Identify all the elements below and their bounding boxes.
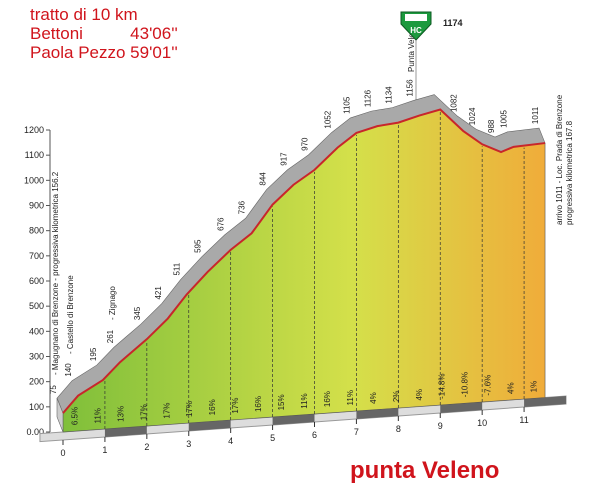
elevation-label: 1052 [324, 110, 333, 128]
elevation-label: 1134 [384, 86, 393, 104]
gradient-label: 17% [139, 404, 148, 420]
gradient-label: 13% [116, 406, 125, 422]
annotation: arrivo 1011 - Loc. Prada di Brenzone [555, 94, 564, 225]
gradient-label: 4% [369, 392, 378, 404]
gradient-label: 16% [208, 399, 217, 415]
elevation-label: 595 [194, 239, 203, 253]
gradient-label: 4% [507, 382, 516, 394]
base-stripe [188, 420, 231, 431]
summit-altitude: 1174 [443, 18, 463, 28]
elevation-label: 970 [301, 137, 310, 151]
elevation-label: 917 [280, 152, 289, 166]
elevation-label: 421 [154, 286, 163, 300]
elevation-label: 195 [89, 347, 98, 361]
note: tratto di 10 km [30, 5, 138, 24]
x-tick-label: 9 [438, 421, 443, 431]
summit-category: HC [410, 26, 422, 35]
y-tick-label: 1100 [25, 150, 44, 160]
elevation-label: 75 [49, 385, 58, 394]
annotation: - Castello di Brenzone [66, 275, 75, 354]
elevation-label: 844 [259, 172, 268, 186]
x-tick-label: 2 [144, 442, 149, 452]
x-tick-label: 8 [396, 424, 401, 434]
x-tick-label: 7 [354, 427, 359, 437]
elevation-label: 1024 [468, 107, 477, 125]
gradient-label: 17% [185, 401, 194, 417]
y-tick-label: 700 [29, 251, 44, 261]
elevation-label: 1011 [531, 106, 540, 124]
y-tick-label: 600 [29, 276, 44, 286]
plot: 0.00100200300400500600700800900100011001… [24, 79, 567, 458]
y-tick-label: 0.00 [26, 427, 44, 437]
x-tick-label: 0 [60, 448, 65, 458]
y-tick-label: 500 [29, 301, 44, 311]
base-stripe [356, 408, 399, 419]
y-tick-label: 100 [29, 402, 44, 412]
gradient-label: 11% [300, 393, 309, 408]
y-tick-label: 200 [29, 377, 44, 387]
x-tick-label: 3 [186, 439, 191, 449]
elevation-label: 261 [106, 329, 115, 343]
y-tick-label: 1200 [24, 125, 44, 135]
x-tick-label: 10 [477, 418, 487, 428]
elevation-label: 1005 [500, 109, 509, 127]
y-tick-label: 800 [29, 226, 44, 236]
x-tick-label: 1 [102, 445, 107, 455]
gradient-label: 1% [530, 381, 539, 393]
elevation-label: 345 [133, 306, 142, 320]
chart-title: punta Veleno [350, 457, 499, 484]
gradient-label: 17% [162, 403, 171, 419]
elevation-label: 1126 [363, 89, 372, 107]
annotation: progressiva kilometrica 167.8 [565, 120, 574, 225]
gradient-label: 6.5% [70, 407, 79, 425]
elevation-label: 511 [173, 262, 182, 275]
elevation-label: 1082 [449, 94, 458, 112]
base-stripe [524, 396, 566, 407]
x-tick-label: 6 [312, 430, 317, 440]
y-tick-label: 900 [29, 201, 44, 211]
summit-badge: HC 1174 [400, 11, 463, 100]
note: Paola Pezzo 59'01'' [30, 43, 178, 62]
base-stripe [104, 426, 147, 437]
elevation-label: 988 [487, 119, 496, 133]
y-tick-label: 400 [29, 326, 44, 336]
base-stripe [440, 402, 483, 413]
gradient-label: 11% [346, 390, 355, 405]
gradient-label: 16% [254, 396, 263, 412]
gradient-label: -10.8% [461, 372, 470, 397]
elevation-label: 736 [238, 200, 247, 214]
y-tick-label: 1000 [24, 175, 44, 185]
y-tick-label: 300 [29, 352, 44, 362]
elevation-label: 140 [64, 363, 73, 377]
elevation-label: 1105 [342, 96, 351, 114]
elevation-label: 676 [217, 217, 226, 231]
gradient-label: 4% [415, 389, 424, 401]
profile-left-face [56, 398, 64, 433]
x-tick-label: 5 [270, 433, 275, 443]
gradient-label: 11% [93, 408, 102, 423]
x-tick-label: 4 [228, 436, 233, 446]
annotation: - Zignago [108, 286, 117, 320]
gradient-label: 17% [231, 398, 240, 414]
profile-line [62, 108, 546, 414]
x-tick-label: 11 [519, 415, 528, 425]
annotation: - Magugnano di Brenzone - progressiva ki… [51, 171, 60, 375]
base-stripe [272, 414, 315, 425]
gradient-label: -14.8% [438, 374, 447, 399]
elevation-label: 1156 [405, 79, 414, 97]
gradient-label: 16% [323, 391, 332, 407]
gradient-label: 15% [277, 394, 286, 410]
note: Bettoni 43'06'' [30, 24, 178, 43]
gradient-label: -7.6% [484, 375, 493, 396]
badge-band [405, 14, 427, 21]
gradient-label: 2% [392, 391, 401, 403]
annotation: Punta Veleno [407, 24, 416, 72]
